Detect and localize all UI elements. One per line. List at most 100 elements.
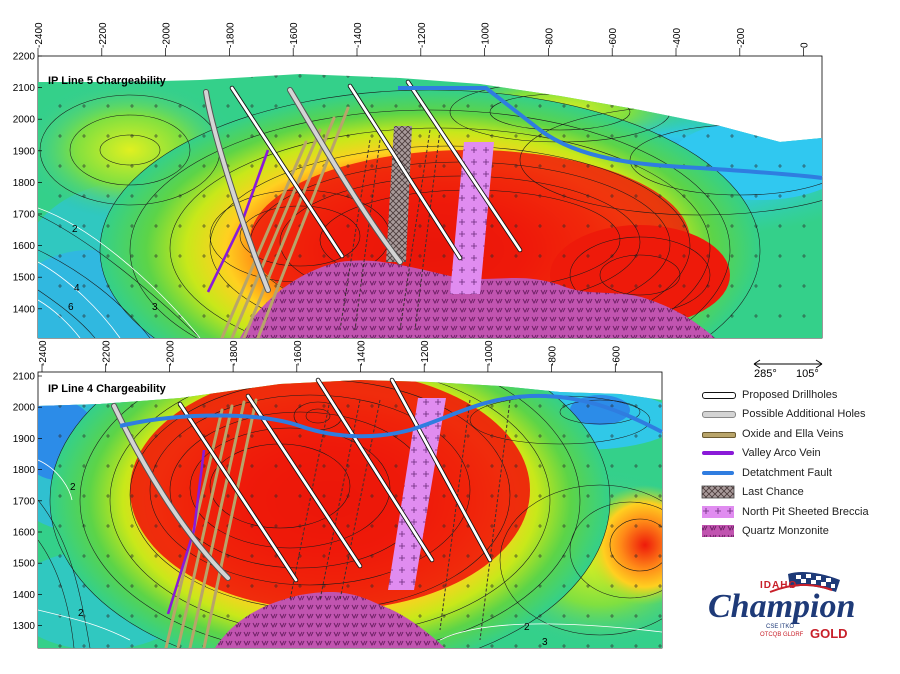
y-tick-label: 1700 — [13, 210, 36, 221]
x-tick-label: -1800 — [225, 22, 236, 48]
bottom-contour-label-group: 2 2 2 3 — [70, 482, 548, 648]
azimuth-right-label: 105° — [796, 368, 819, 380]
legend-label: Last Chance — [742, 486, 804, 499]
x-tick-label: -400 — [672, 28, 683, 48]
x-tick-label: -2200 — [98, 22, 109, 48]
bottom-y-axis: 2100 2000 1900 1800 1700 1600 1500 1400 1300 — [13, 372, 42, 632]
x-tick-label: -1800 — [229, 340, 240, 366]
top-x-axis: -2400 -2200 -2000 -1800 -1600 -1400 -1200 -1000… — [34, 22, 811, 56]
top-y-axis: 2200 2100 2000 1900 1800 1700 1600 1500 1400 — [13, 52, 42, 315]
y-tick-label: 2100 — [13, 83, 36, 94]
legend-item-valley-arco-vein: Valley Arco Vein — [700, 444, 900, 464]
x-tick-label: -2200 — [102, 340, 113, 366]
y-tick-label: 2100 — [13, 372, 36, 383]
x-tick-label: -1000 — [481, 22, 492, 48]
blue-line-icon — [700, 466, 736, 480]
logo-champion-text: Champion — [708, 588, 856, 625]
y-tick-label: 1600 — [13, 528, 36, 539]
legend-label: North Pit Sheeted Breccia — [742, 505, 869, 518]
top-drillholes — [203, 79, 523, 293]
top-contour-label-group: 2 4 6 3 — [68, 224, 158, 313]
bottom-north-pit-breccia — [388, 398, 446, 590]
top-white-contours — [38, 207, 201, 338]
top-oxide-ella-veins — [220, 106, 350, 338]
x-tick-label: -2400 — [34, 22, 45, 48]
bottom-panel-title: IP Line 4 Chargeability — [48, 383, 167, 395]
checkered-flag-icon — [769, 572, 840, 593]
bottom-contour-field — [38, 380, 662, 648]
white-line-icon — [700, 388, 736, 402]
top-last-chance-zone — [386, 126, 412, 262]
bottom-valley-arco-vein — [166, 449, 206, 615]
bottom-white-contours — [38, 459, 662, 641]
y-tick-label: 1900 — [13, 434, 36, 445]
legend-label: Valley Arco Vein — [742, 447, 821, 460]
legend-label: Oxide and Ella Veins — [742, 427, 844, 440]
y-tick-label: 1600 — [13, 241, 36, 252]
logo-ticker-cse: CSE ITKO — [766, 624, 795, 630]
x-tick-label: -800 — [548, 346, 559, 366]
y-tick-label: 2000 — [13, 115, 36, 126]
bottom-contour-label: 2 — [70, 482, 76, 493]
top-quartz-monzonite — [240, 260, 715, 338]
legend-item-detachment-fault: Detatchment Fault — [700, 463, 900, 483]
y-tick-label: 1300 — [13, 621, 36, 632]
y-tick-label: 2200 — [13, 52, 36, 63]
top-contour-label: 2 — [72, 224, 78, 235]
x-tick-label: -800 — [544, 28, 555, 48]
legend-item-oxide-ella-veins: Oxide and Ella Veins — [700, 424, 900, 444]
legend: Proposed Drillholes Possible Additional … — [700, 385, 900, 541]
legend-label: Proposed Drillholes — [742, 388, 838, 401]
tan-line-icon — [700, 427, 736, 441]
y-tick-label: 1900 — [13, 146, 36, 157]
logo-gold-text: GOLD — [810, 626, 848, 641]
logo-idaho-text: IDAHO — [760, 580, 798, 591]
legend-item-north-pit-breccia: North Pit Sheeted Breccia — [700, 502, 900, 522]
x-tick-label: -1000 — [484, 340, 495, 366]
bottom-contour-label: 2 — [524, 622, 530, 633]
bottom-x-axis: -2400 -2200 -2000 -1800 -1600 -1400 -1200 -1000… — [38, 340, 622, 372]
top-contour-label: 4 — [74, 283, 80, 294]
y-tick-label: 2000 — [13, 403, 36, 414]
idaho-champion-gold-logo: IDAHO Champion GOLD CSE ITKO OTCQB GLDRF — [700, 570, 870, 650]
top-panel-title: IP Line 5 Chargeability — [48, 75, 167, 87]
x-tick-label: -1200 — [420, 340, 431, 366]
y-tick-label: 1700 — [13, 496, 36, 507]
legend-label: Quartz Monzonite — [742, 525, 829, 538]
x-tick-label: -2400 — [38, 340, 49, 366]
top-contour-label: 3 — [152, 302, 158, 313]
legend-item-proposed-drillholes: Proposed Drillholes — [700, 385, 900, 405]
bottom-contour-label: 2 — [78, 608, 84, 619]
legend-item-possible-additional-holes: Possible Additional Holes — [700, 405, 900, 425]
bottom-detachment-fault — [119, 393, 663, 439]
crosshatch-box-icon — [700, 485, 736, 499]
y-tick-label: 1800 — [13, 178, 36, 189]
x-tick-label: -1200 — [417, 22, 428, 48]
pink-plus-box-icon — [700, 505, 736, 519]
y-tick-label: 1400 — [13, 590, 36, 601]
x-tick-label: -200 — [736, 28, 747, 48]
logo-ticker-otcqb: OTCQB GLDRF — [760, 632, 804, 638]
bottom-contour-label: 3 — [542, 637, 548, 648]
bottom-chargeability-panel: IP Line 4 Chargeability 2 2 2 3 -2400 -22… — [13, 340, 663, 649]
legend-label: Possible Additional Holes — [742, 408, 866, 421]
legend-item-quartz-monzonite: Quartz Monzonite — [700, 522, 900, 542]
x-tick-label: -1600 — [293, 340, 304, 366]
x-tick-label: 0 — [800, 42, 811, 48]
legend-item-last-chance: Last Chance — [700, 483, 900, 503]
bottom-quartz-monzonite — [215, 592, 445, 648]
bottom-dashed-structures — [289, 399, 511, 641]
x-tick-label: -1400 — [353, 22, 364, 48]
purple-line-icon — [700, 446, 736, 460]
y-tick-label: 1500 — [13, 559, 36, 570]
x-tick-label: -1600 — [289, 22, 300, 48]
grey-line-icon — [700, 407, 736, 421]
y-tick-label: 1500 — [13, 273, 36, 284]
magenta-v-box-icon — [700, 524, 736, 538]
x-tick-label: -600 — [608, 28, 619, 48]
y-tick-label: 1800 — [13, 465, 36, 476]
top-dashed-structures — [339, 129, 441, 331]
x-tick-label: -2000 — [162, 22, 173, 48]
legend-label: Detatchment Fault — [742, 466, 832, 479]
